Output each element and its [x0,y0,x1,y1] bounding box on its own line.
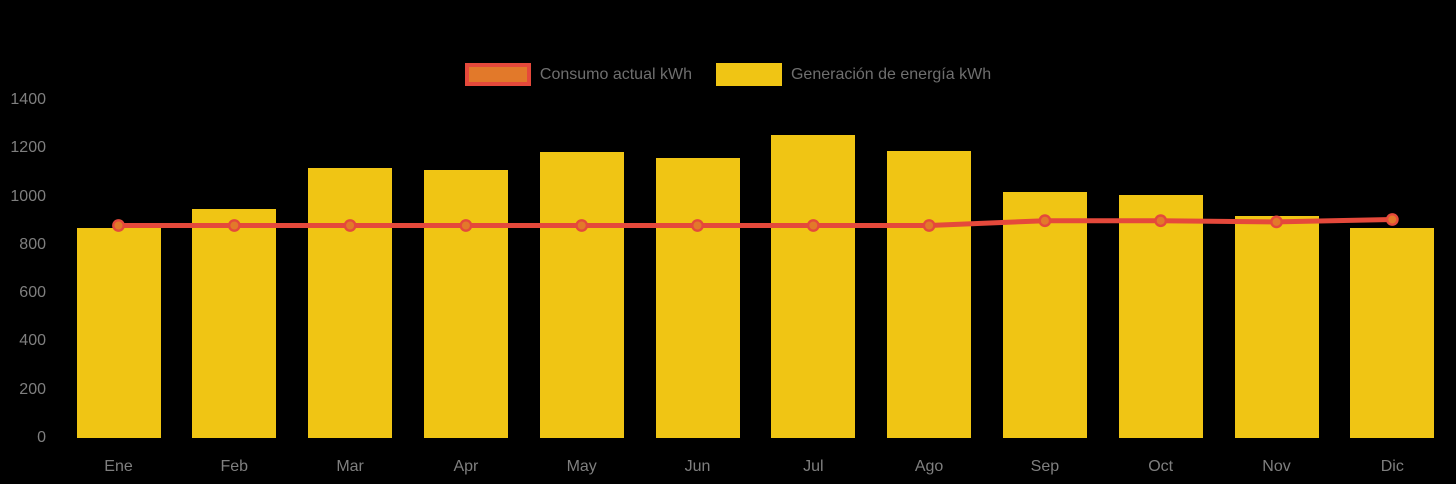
y-axis-tick-label: 1200 [10,139,46,157]
consumo-legend-label: Consumo actual kWh [539,66,692,83]
line-point-mar[interactable] [343,219,357,232]
x-axis-label-jul: Jul [803,458,824,475]
bar-jul[interactable] [771,135,856,438]
generacion-legend-swatch [715,63,782,86]
line-point-oct[interactable] [1154,214,1168,228]
bar-jun[interactable] [655,157,740,438]
y-axis-tick-label: 600 [19,284,46,302]
x-axis-label-mar: Mar [336,458,364,475]
consumo-legend-swatch [464,63,531,86]
y-axis-tick-label: 1400 [10,91,46,108]
line-point-jul[interactable] [806,219,820,232]
bar-sep[interactable] [1002,191,1087,438]
line-point-sep[interactable] [1038,214,1052,228]
x-axis-label-nov: Nov [1262,458,1291,475]
y-axis-tick-label: 1000 [10,187,46,205]
line-point-apr[interactable] [459,219,473,232]
bar-mar[interactable] [308,167,393,438]
x-axis-label-may: May [566,458,597,475]
legend-item-generacion[interactable]: Generación de energía kWh [715,63,992,86]
bar-ago[interactable] [887,150,972,438]
bar-may[interactable] [539,151,624,438]
x-axis-label-apr: Apr [453,458,479,475]
line-point-ene[interactable] [112,219,125,232]
line-point-feb[interactable] [227,219,241,232]
bar-apr[interactable] [423,170,508,438]
chart-legend: Consumo actual kWh Generación de energía… [0,63,1456,86]
generacion-legend-label: Generación de energía kWh [790,66,992,83]
bar-feb[interactable] [192,208,277,438]
bar-ene[interactable] [76,228,161,438]
x-axis-label-sep: Sep [1030,458,1060,475]
x-axis-label-ago: Ago [914,458,944,475]
x-axis-label-feb: Feb [220,458,249,475]
y-axis-tick-label: 800 [19,235,46,253]
x-axis-label-oct: Oct [1148,458,1174,475]
bar-oct[interactable] [1118,195,1203,438]
x-axis-label-dic: Dic [1380,458,1404,475]
y-axis-tick-label: 400 [19,332,46,350]
x-axis-label-ene: Ene [104,458,133,475]
y-axis-tick-label: 200 [19,380,46,398]
line-point-nov[interactable] [1270,215,1283,229]
legend-item-consumo-actual[interactable]: Consumo actual kWh [464,63,692,86]
x-axis-label-jun: Jun [684,458,711,475]
line-point-ago[interactable] [922,219,936,232]
line-point-dic[interactable] [1385,213,1399,226]
line-point-jun[interactable] [691,219,704,232]
line-point-may[interactable] [575,219,589,232]
bar-dic[interactable] [1350,228,1435,438]
y-axis-tick-label: 0 [37,429,46,446]
bar-nov[interactable] [1234,215,1319,438]
